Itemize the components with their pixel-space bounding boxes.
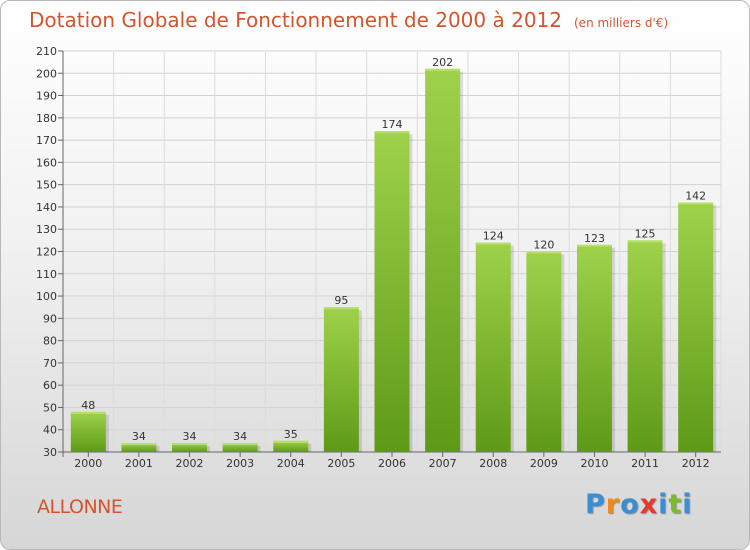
value-label: 35 [284,428,298,441]
bar [273,440,309,452]
bar-top-highlight [475,242,511,245]
value-label: 174 [382,118,403,131]
bar-top-highlight [526,251,562,254]
bars [70,68,717,453]
y-tick-label: 210 [36,45,57,58]
x-tick-label: 2004 [277,457,305,470]
logo-letter: P [585,489,606,520]
y-tick-label: 90 [43,312,57,325]
x-tick-label: 2003 [226,457,254,470]
y-tick-label: 30 [43,446,57,459]
x-tick-label: 2010 [580,457,608,470]
value-label: 34 [132,430,146,443]
value-label: 123 [584,232,605,245]
bar-top-highlight [172,443,208,446]
bar-top-highlight [70,411,106,414]
x-tick-label: 2009 [530,457,558,470]
labels: 48 34 34 34 35 95 174 202 124 120 123 125 142 [81,56,706,443]
bar-top-highlight [627,240,663,243]
y-tick-label: 190 [36,90,57,103]
proxiti-logo[interactable]: Proxiti [585,489,693,520]
x-tick-label: 2001 [125,457,153,470]
chart-title: Dotation Globale de Fonctionnement de 20… [29,8,668,32]
bar [222,443,258,452]
bar [374,131,410,452]
value-label: 125 [635,227,656,240]
x-tick-label: 2006 [378,457,406,470]
value-label: 48 [81,399,95,412]
bar [678,202,714,452]
bar [121,443,157,452]
logo-letter: x [639,489,659,520]
y-tick-label: 70 [43,357,57,370]
x-tick-label: 2005 [327,457,355,470]
logo-letter: i [682,489,693,520]
bar-top-highlight [678,202,714,205]
bar-top-highlight [273,440,309,443]
y-tick-label: 140 [36,201,57,214]
bar-top-highlight [323,307,359,310]
value-label: 95 [334,294,348,307]
x-tick-label: 2000 [74,457,102,470]
y-tick-label: 110 [36,268,57,281]
value-label: 142 [685,189,706,202]
logo-letter: i [658,489,669,520]
commune-name: ALLONNE [37,496,123,518]
bar [425,68,461,453]
bar-top-highlight [576,244,612,247]
value-label: 124 [483,230,504,243]
value-label: 34 [183,430,197,443]
y-tick-label: 130 [36,223,57,236]
logo-letter: t [668,489,683,520]
x-tick-label: 2002 [176,457,204,470]
y-tick-label: 40 [43,424,57,437]
y-tick-label: 150 [36,179,57,192]
value-label: 120 [533,239,554,252]
y-tick-label: 200 [36,67,57,80]
y-tick-label: 160 [36,156,57,169]
bar [70,411,106,452]
value-label: 202 [432,56,453,69]
y-tick-label: 60 [43,379,57,392]
value-label: 34 [233,430,247,443]
x-tick-label: 2007 [429,457,457,470]
y-tick-label: 180 [36,112,57,125]
bar-top-highlight [374,131,410,134]
x-tick-label: 2011 [631,457,659,470]
bar-top-highlight [425,68,461,71]
bar [526,251,562,452]
logo-letter: r [605,489,621,520]
y-tick-label: 170 [36,134,57,147]
bar [576,244,612,452]
y-tick-label: 100 [36,290,57,303]
y-tick-label: 80 [43,335,57,348]
bar [323,307,359,452]
chart-subtitle: (en milliers d'€) [574,16,669,30]
bar-top-highlight [121,443,157,446]
y-tick-label: 120 [36,246,57,259]
bar-top-highlight [222,443,258,446]
title-text: Dotation Globale de Fonctionnement de 20… [29,8,562,32]
x-tick-label: 2012 [682,457,710,470]
bar [172,443,208,452]
bar [627,240,663,452]
x-tick-label: 2008 [479,457,507,470]
y-tick-label: 50 [43,401,57,414]
logo-letter: o [620,489,640,520]
axes: 30 40 50 60 70 80 90 100 110 120 130 140 150 160 170 18… [36,45,721,470]
bar [475,242,511,452]
